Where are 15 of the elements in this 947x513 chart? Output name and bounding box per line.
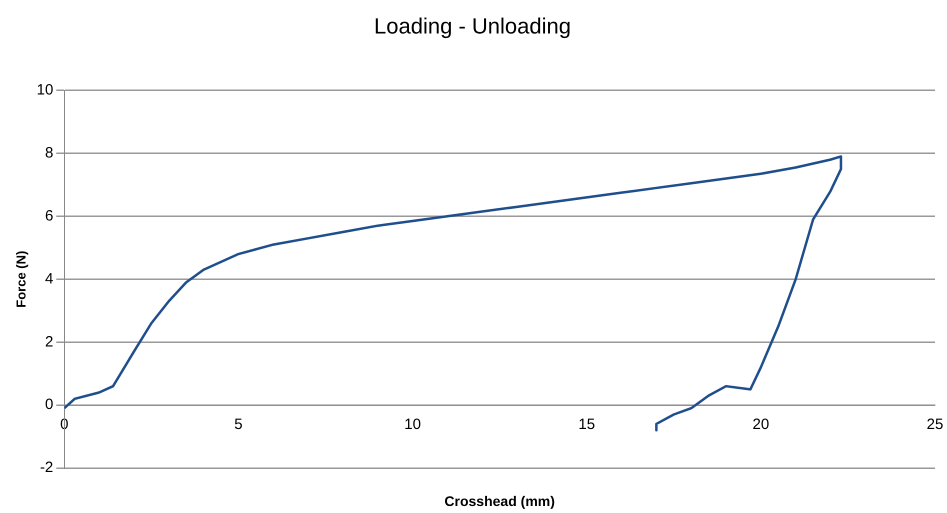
x-tick-label: 15: [578, 416, 596, 434]
x-tick-label: 20: [752, 416, 770, 434]
y-tick-label: 2: [44, 333, 54, 350]
y-tick-label: 8: [44, 144, 54, 162]
y-tick-label: 10: [36, 82, 54, 99]
y-axis-title: Force (N): [13, 250, 28, 308]
y-tick-label: 6: [44, 207, 54, 224]
x-tick-label: 10: [404, 416, 421, 434]
x-tick-label: 25: [926, 416, 944, 434]
y-tick-label: 0: [44, 396, 54, 414]
x-tick-label: 5: [234, 416, 243, 434]
x-axis-title: Crosshead (mm): [444, 492, 555, 509]
y-tick-label: -2: [40, 459, 54, 476]
y-tick-label: 4: [44, 270, 54, 288]
chart-title: Loading - Unloading: [374, 13, 571, 38]
